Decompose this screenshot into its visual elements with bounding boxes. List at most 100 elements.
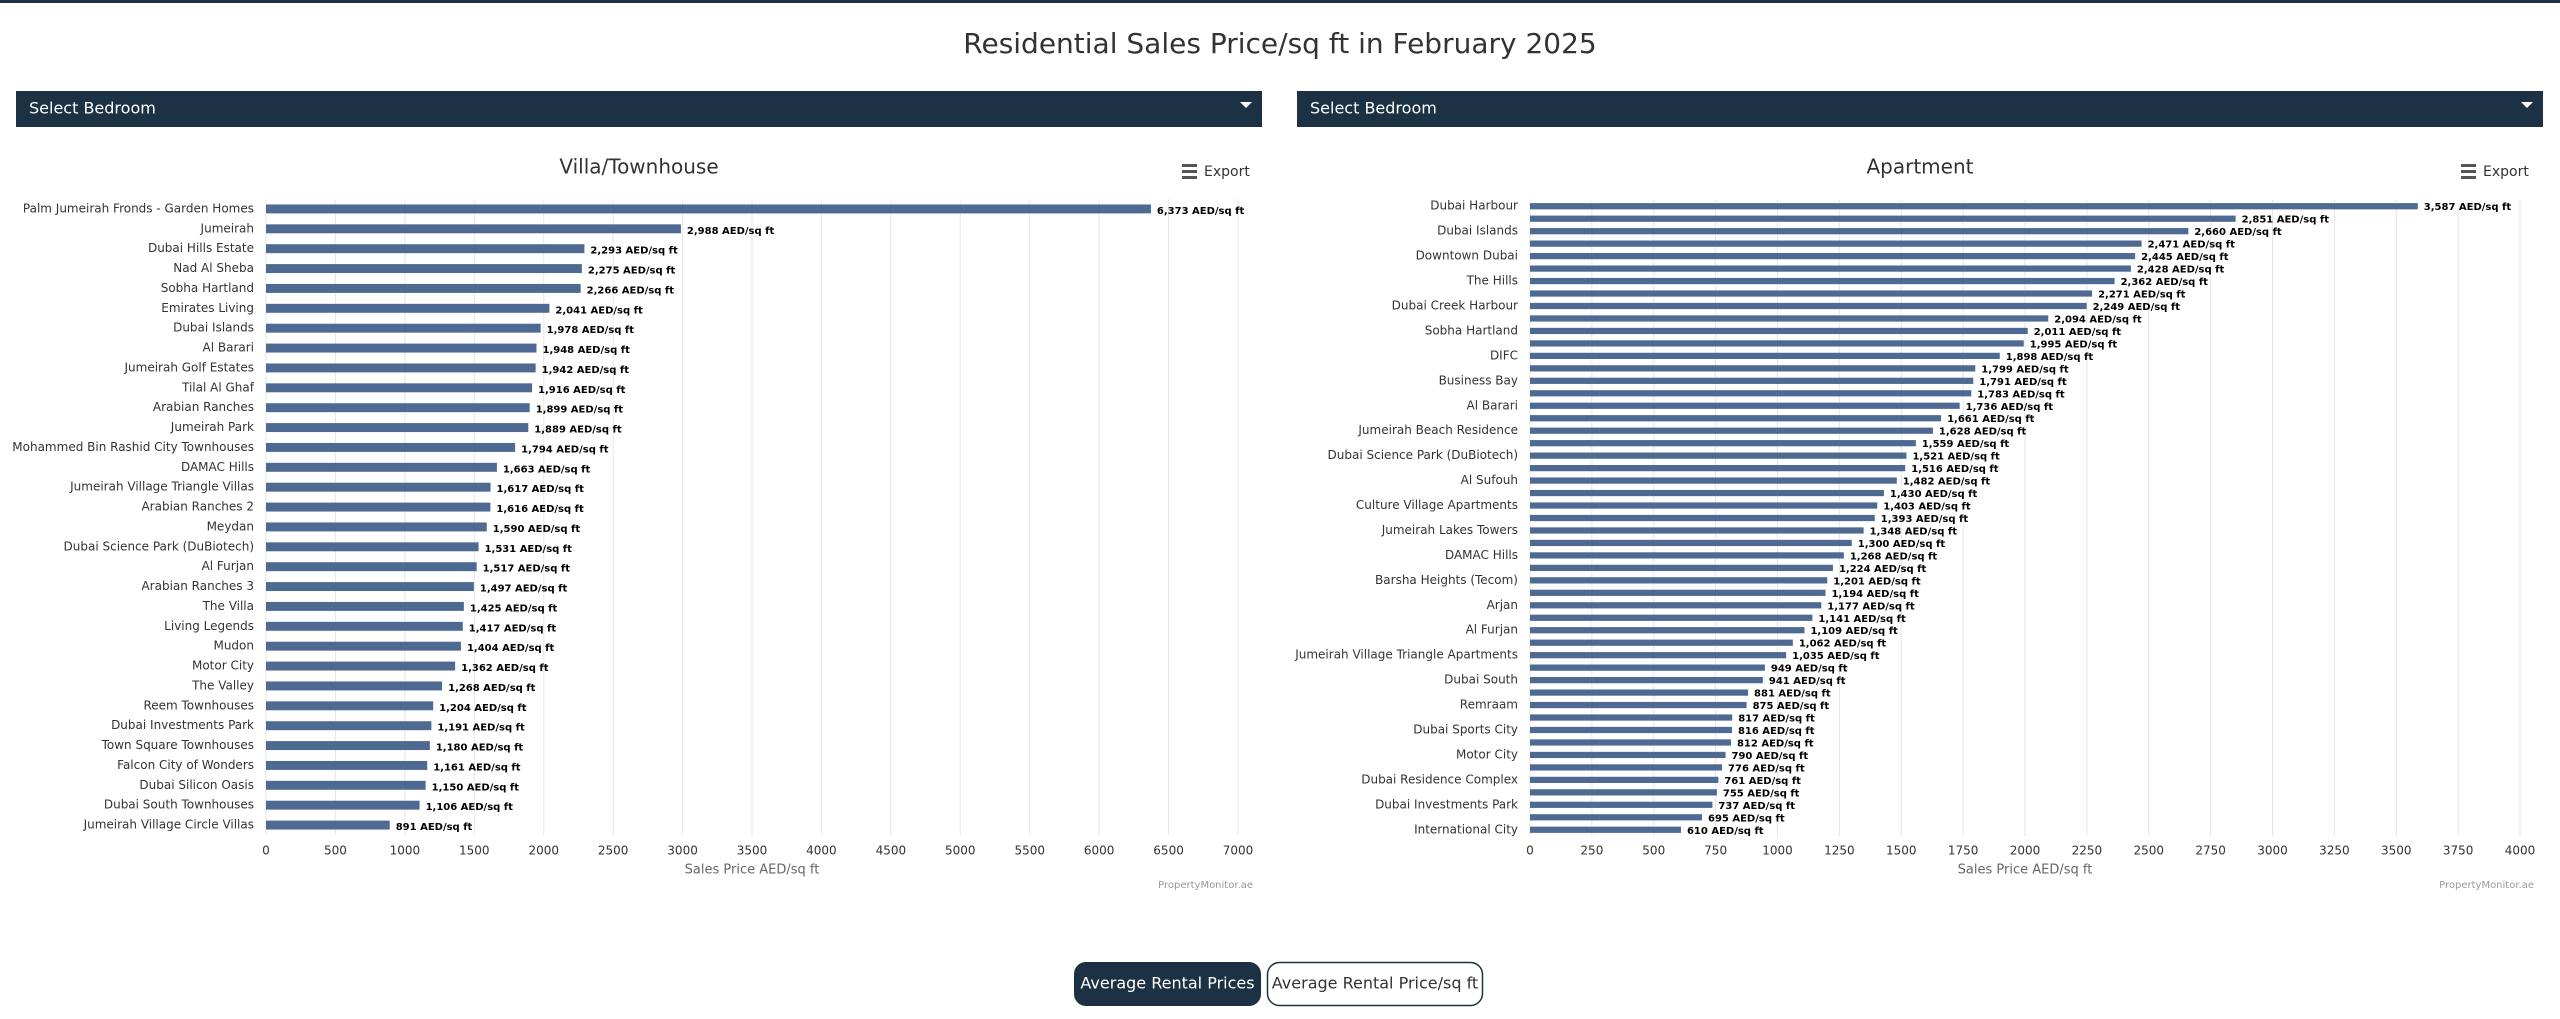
- dropdown[interactable]: Select Bedroom: [16, 91, 1262, 127]
- bar: [1530, 315, 2049, 322]
- export-icon[interactable]: [2461, 164, 2476, 167]
- y-tick-label: Jumeirah Beach Residence: [1357, 423, 1518, 437]
- bar: [1530, 253, 2136, 260]
- data-label: 1,521 AED/sq ft: [1912, 452, 2000, 463]
- bar: [1530, 327, 2028, 335]
- bar: [266, 462, 497, 472]
- data-label: 1,062 AED/sq ft: [1799, 639, 1887, 650]
- data-label: 1,617 AED/sq ft: [497, 484, 585, 495]
- dropdown-label[interactable]: Select Bedroom: [29, 99, 156, 118]
- bar: [1530, 689, 1749, 696]
- export-icon[interactable]: [1182, 164, 1197, 167]
- bar: [266, 363, 536, 373]
- export-icon[interactable]: [2461, 170, 2476, 173]
- x-tick-label: 3250: [2319, 844, 2350, 858]
- data-label: 2,271 AED/sq ft: [2098, 290, 2186, 301]
- data-label: 1,889 AED/sq ft: [534, 425, 622, 436]
- y-tick-label: Dubai Residence Complex: [1361, 772, 1518, 786]
- y-tick-label: Arabian Ranches 2: [141, 500, 254, 514]
- y-tick-label: Jumeirah Village Triangle Villas: [69, 480, 254, 494]
- bar: [1530, 502, 1878, 509]
- bar: [266, 582, 474, 592]
- export-icon[interactable]: [2461, 176, 2476, 179]
- y-tick-label: Sobha Hartland: [161, 281, 254, 295]
- data-label: 1,783 AED/sq ft: [1977, 389, 2065, 400]
- bar: [266, 721, 432, 731]
- dropdown-label[interactable]: Select Bedroom: [1310, 99, 1437, 118]
- bar: [266, 303, 550, 313]
- bar: [1530, 203, 2418, 210]
- y-tick-label: Tilal Al Ghaf: [181, 380, 255, 394]
- data-label: 2,660 AED/sq ft: [2194, 227, 2282, 238]
- x-tick-label: 1000: [1762, 844, 1793, 858]
- bar: [266, 522, 487, 532]
- dropdown[interactable]: Select Bedroom: [1297, 91, 2543, 127]
- bar: [1530, 402, 1960, 409]
- bar: [266, 741, 430, 751]
- dropdown-box[interactable]: [16, 91, 1262, 127]
- data-label: 610 AED/sq ft: [1687, 826, 1764, 837]
- y-tick-label: Remraam: [1460, 698, 1518, 712]
- x-tick-label: 750: [1704, 844, 1727, 858]
- x-tick-label: 6000: [1084, 844, 1115, 858]
- export-label[interactable]: Export: [2483, 164, 2529, 180]
- data-label: 6,373 AED/sq ft: [1157, 206, 1245, 217]
- y-tick-label: Falcon City of Wonders: [117, 758, 254, 772]
- bar: [266, 820, 390, 830]
- data-label: 1,177 AED/sq ft: [1827, 601, 1915, 612]
- button-label[interactable]: Average Rental Price/sq ft: [1272, 974, 1478, 993]
- export-label[interactable]: Export: [1204, 164, 1250, 180]
- data-label: 1,224 AED/sq ft: [1839, 564, 1927, 575]
- data-label: 1,497 AED/sq ft: [480, 584, 568, 595]
- y-tick-label: Dubai South: [1444, 673, 1518, 687]
- x-tick-label: 1250: [1824, 844, 1855, 858]
- bar: [266, 681, 443, 691]
- export-icon[interactable]: [1182, 176, 1197, 179]
- y-tick-label: Al Furjan: [202, 559, 254, 573]
- y-tick-label: Culture Village Apartments: [1356, 498, 1518, 512]
- y-tick-label: Reem Townhouses: [143, 698, 254, 712]
- button-box[interactable]: [1266, 961, 1484, 1007]
- bar: [266, 701, 434, 711]
- data-label: 755 AED/sq ft: [1723, 788, 1800, 799]
- bar: [1530, 240, 2142, 247]
- bar: [266, 641, 461, 651]
- bar: [1530, 352, 2000, 359]
- data-label: 1,191 AED/sq ft: [437, 723, 525, 734]
- button-label[interactable]: Average Rental Prices: [1080, 974, 1254, 993]
- data-label: 1,628 AED/sq ft: [1939, 427, 2027, 438]
- data-label: 776 AED/sq ft: [1728, 763, 1805, 774]
- y-tick-label: Jumeirah Village Circle Villas: [83, 818, 254, 832]
- dropdown-arrow[interactable]: [1240, 102, 1252, 108]
- bar: [1530, 677, 1763, 684]
- button[interactable]: Average Rental Prices: [1074, 962, 1261, 1006]
- bar: [1530, 652, 1787, 659]
- data-label: 1,482 AED/sq ft: [1903, 477, 1991, 488]
- data-label: 790 AED/sq ft: [1732, 751, 1809, 762]
- data-label: 1,141 AED/sq ft: [1818, 614, 1906, 625]
- bar: [266, 502, 491, 512]
- dropdown-box[interactable]: [1297, 91, 2543, 127]
- bar: [266, 542, 479, 552]
- data-label: 3,587 AED/sq ft: [2424, 202, 2512, 213]
- bar: [1530, 726, 1732, 734]
- button[interactable]: Average Rental Price/sq ft: [1266, 961, 1484, 1007]
- y-tick-label: Dubai Harbour: [1430, 199, 1518, 213]
- x-tick-label: 6500: [1153, 844, 1184, 858]
- data-label: 1,417 AED/sq ft: [469, 623, 557, 634]
- bar: [1530, 427, 1933, 434]
- data-label: 1,736 AED/sq ft: [1966, 402, 2054, 413]
- y-tick-label: Jumeirah Park: [170, 420, 254, 434]
- y-tick-label: Arabian Ranches 3: [141, 579, 254, 593]
- bar: [1530, 577, 1828, 584]
- x-tick-label: 1500: [1886, 844, 1917, 858]
- data-label: 1,425 AED/sq ft: [470, 603, 558, 614]
- x-axis-title: Sales Price AED/sq ft: [1958, 863, 2093, 878]
- x-tick-label: 1750: [1948, 844, 1979, 858]
- button-box[interactable]: [1074, 962, 1261, 1006]
- y-tick-label: Dubai Science Park (DuBiotech): [1328, 448, 1518, 462]
- dropdown-arrow[interactable]: [2521, 102, 2533, 108]
- export-icon[interactable]: [1182, 170, 1197, 173]
- bar: [1530, 265, 2131, 272]
- data-label: 1,161 AED/sq ft: [433, 762, 521, 773]
